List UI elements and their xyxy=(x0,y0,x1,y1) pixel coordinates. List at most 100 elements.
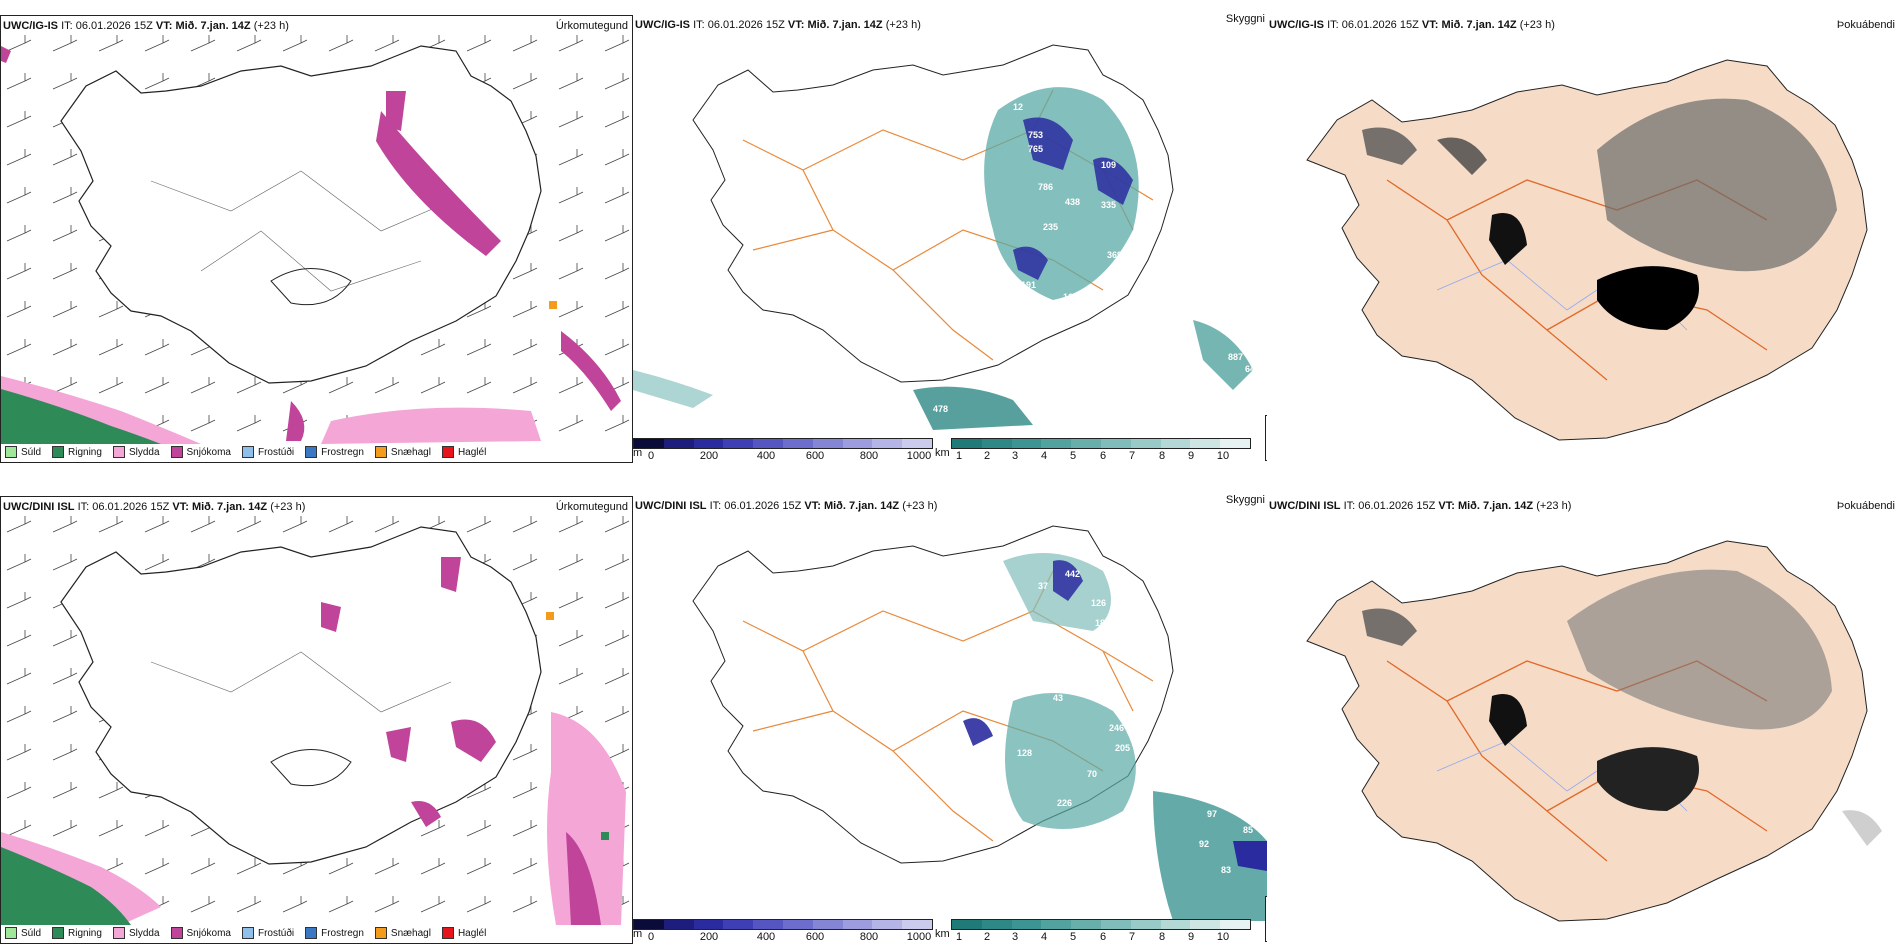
rain-area xyxy=(1,847,131,925)
iceland-outline xyxy=(60,526,542,865)
precip-type-panel-2: UWC/DINI ISL IT: 06.01.2026 15Z VT: Mið.… xyxy=(0,496,633,944)
legend-swatch xyxy=(241,446,254,458)
legend-swatch xyxy=(305,927,318,939)
lead-time: (+23 h) xyxy=(1519,19,1555,31)
vt-label: VT: xyxy=(155,20,173,32)
lead-time: (+23 h) xyxy=(885,19,921,31)
fog-area xyxy=(1567,569,1832,730)
valid-time: Mið. 7.jan. 14Z xyxy=(175,20,251,32)
cloud-base-value: 53 xyxy=(1141,202,1151,212)
legend-swatch xyxy=(441,927,454,939)
cloud-base-labels: 442 126 180 143 03 37 222 61 95 128 43 2… xyxy=(923,569,1253,875)
init-time: 06.01.2026 15Z xyxy=(75,20,153,32)
legend-item: Slydda xyxy=(112,927,160,939)
precip-map xyxy=(1,512,632,925)
cloud-base-value: 92 xyxy=(1199,839,1209,849)
cloud-base-value: 120 xyxy=(1131,232,1146,242)
legend-swatch xyxy=(374,927,387,939)
legend-swatch xyxy=(170,446,183,458)
fog-panel-2: UWC/DINI ISL IT: 06.01.2026 15Z VT: Mið.… xyxy=(1267,496,1900,944)
snow-area xyxy=(376,111,501,256)
valid-time: Mið. 7.jan. 14Z xyxy=(1457,500,1534,512)
legend-swatch xyxy=(5,927,17,939)
fog-map xyxy=(1306,540,1882,922)
vt-label: VT: xyxy=(172,501,189,513)
init-time: 06.01.2026 15Z xyxy=(1358,500,1436,512)
legend-swatch xyxy=(112,927,125,939)
cloud-base-colorbar: m 0 200 400 600 800 1000 xyxy=(633,919,933,943)
panel-header: UWC/IG-IS IT: 06.01.2026 15Z VT: Mið. 7.… xyxy=(635,19,921,31)
cloud-base-value: 167 xyxy=(1063,292,1078,302)
visibility-panel-1: UWC/IG-IS IT: 06.01.2026 15Z VT: Mið. 7.… xyxy=(633,13,1315,463)
iceland-outline xyxy=(1306,540,1868,922)
lead-time: (+23 h) xyxy=(253,20,289,32)
valid-time: Mið. 7.jan. 14Z xyxy=(191,501,268,513)
cloud-base-value: 64 xyxy=(1245,364,1255,374)
cloud-base-value: 70 xyxy=(1087,769,1097,779)
cloud-base-value: 753 xyxy=(1028,130,1043,140)
vt-label: VT: xyxy=(787,19,805,31)
model-name: UWC/DINI ISL xyxy=(635,500,707,512)
cloud-base-value: 369 xyxy=(1107,250,1122,260)
panel-header: UWC/DINI ISL IT: 06.01.2026 15Z VT: Mið.… xyxy=(3,501,305,513)
fog-map xyxy=(1306,59,1868,441)
cloud-base-value: 61 xyxy=(941,623,951,633)
cloud-base-value: 20 xyxy=(1061,317,1071,327)
cloud-base-value: 964 xyxy=(1041,430,1056,440)
sleet-area xyxy=(321,407,541,444)
colorbar-ticks: 1 2 3 4 5 6 7 8 9 10 xyxy=(955,450,1230,462)
cloud-cover-area xyxy=(1005,693,1136,829)
visibility-colorbar: km 1 2 3 4 5 6 7 8 9 10 xyxy=(935,919,1251,943)
init-time: 06.01.2026 15Z xyxy=(724,500,802,512)
vt-label: VT: xyxy=(1421,19,1439,31)
cloud-base-value: 235 xyxy=(1043,222,1058,232)
legend-swatch xyxy=(112,446,125,458)
cloud-base-value: 720 xyxy=(1199,753,1214,763)
cloud-base-colorbar: m 0 200 400 600 800 1000 xyxy=(633,438,933,462)
cloud-base-value: 226 xyxy=(1057,798,1072,808)
model-name: UWC/DINI ISL xyxy=(3,501,75,513)
legend-item: Rigning xyxy=(52,927,102,939)
cloud-base-value: 128 xyxy=(1017,748,1032,758)
model-name: UWC/DINI ISL xyxy=(1269,500,1341,512)
colorbar-ticks: 0 200 400 600 800 1000 xyxy=(647,450,932,462)
lead-time: (+23 h) xyxy=(270,501,306,513)
legend-swatch xyxy=(441,446,454,458)
legend-item: Frostúði xyxy=(241,927,294,939)
legend-item: Snjókoma xyxy=(170,446,231,458)
precip-type-panel-1: UWC/IG-IS IT: 06.01.2026 15Z VT: Mið. 7.… xyxy=(0,15,633,463)
cloud-base-value: 180 xyxy=(1095,618,1110,628)
cloud-base-value: 83 xyxy=(1221,865,1231,875)
valid-time: Mið. 7.jan. 14Z xyxy=(823,500,900,512)
cloud-base-value: 246 xyxy=(1109,723,1124,733)
init-time: 06.01.2026 15Z xyxy=(92,501,170,513)
panel-header: UWC/IG-IS IT: 06.01.2026 15Z VT: Mið. 7.… xyxy=(1269,19,1555,31)
legend-swatch xyxy=(305,446,318,458)
panel-title: Skyggni xyxy=(1225,494,1265,506)
legend-item: Snæhagl xyxy=(374,446,431,458)
it-label: IT: xyxy=(709,500,722,512)
cloud-base-value: 43 xyxy=(1053,693,1063,703)
dense-fog-area xyxy=(1597,266,1699,330)
legend-swatch xyxy=(374,446,387,458)
visibility-panel-2: UWC/DINI ISL IT: 06.01.2026 15Z VT: Mið.… xyxy=(633,494,1315,944)
cloud-cover-area xyxy=(984,87,1139,300)
cloud-base-value: 37 xyxy=(1038,581,1048,591)
rain-area xyxy=(1,389,161,444)
panel-title: Þokuábendi xyxy=(1836,19,1895,31)
lead-time: (+23 h) xyxy=(1536,500,1572,512)
legend-item: Snjókoma xyxy=(170,927,231,939)
colorbar-unit: m xyxy=(633,928,643,940)
legend-item: Rigning xyxy=(52,446,102,458)
dense-fog-area xyxy=(1597,747,1699,811)
colorbar-strip xyxy=(951,919,1251,930)
precip-legend: Súld Rigning Slydda Snjókoma Frostúði Fr… xyxy=(5,927,486,939)
panel-title: Skyggni xyxy=(1225,13,1265,25)
it-label: IT: xyxy=(693,19,705,31)
it-label: IT: xyxy=(77,501,90,513)
model-name: UWC/IG-IS xyxy=(635,19,690,31)
legend-swatch xyxy=(52,927,65,939)
cloud-base-value: 126 xyxy=(1091,598,1106,608)
cloud-base-value: 887 xyxy=(1228,352,1243,362)
snow-area xyxy=(441,557,461,592)
